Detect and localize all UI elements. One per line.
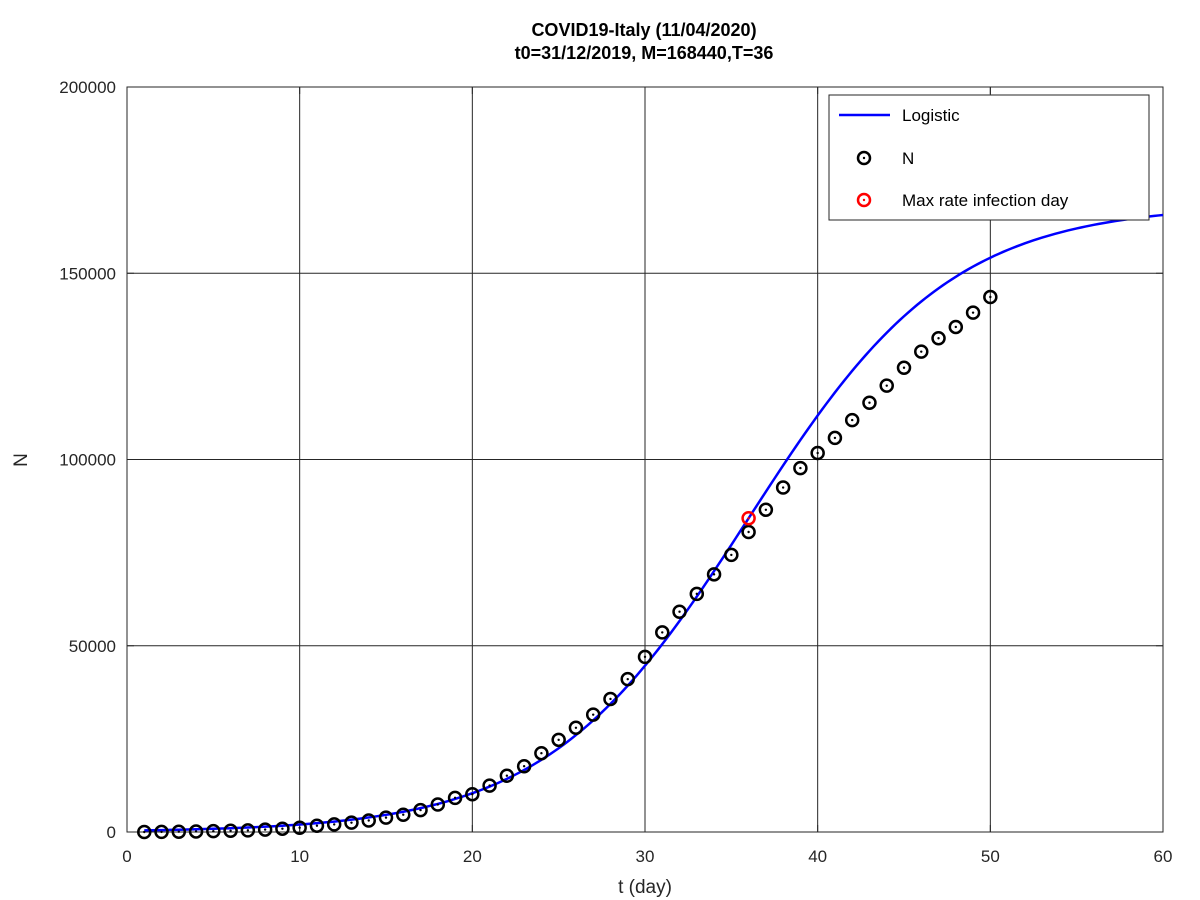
n-point [482,778,497,793]
n-point [655,625,670,640]
n-point [724,547,739,563]
x-axis-label: t (day) [618,877,672,898]
chart-title-line2: t0=31/12/2019, M=168440,T=36 [515,43,774,63]
legend-max-label: Max rate infection day [902,191,1069,210]
n-point [914,344,929,359]
n-point [672,604,687,619]
legend-n-swatch [856,150,872,166]
n-point [275,821,290,836]
n-point [948,319,964,335]
axis-ticks: 0 10 20 30 40 50 60 0 50000 100000 150000 200000 [59,78,1172,866]
n-point [171,824,187,839]
n-point [516,758,532,774]
n-point [551,732,566,748]
n-point [499,768,515,783]
n-point [309,818,325,833]
n-point [154,824,169,840]
x-tick-label: 50 [981,847,1000,866]
n-point [568,720,584,736]
n-point [137,824,152,840]
n-point [257,822,273,837]
legend: Logistic N Max rate infection day [828,94,1150,221]
n-point [447,790,463,806]
legend-n-label: N [902,149,914,168]
n-point [534,745,549,761]
n-series [137,289,998,840]
n-point [361,813,376,828]
max-rate-series [741,511,756,526]
n-point [810,445,825,461]
n-point [862,395,877,410]
chart-title-line1: COVID19-Italy (11/04/2020) [531,20,756,40]
x-tick-label: 30 [636,847,655,866]
logistic-curve [144,213,1164,832]
n-point [741,524,756,540]
n-point [292,820,307,836]
legend-logistic-label: Logistic [902,106,960,125]
n-point [896,360,912,375]
x-tick-label: 10 [290,847,309,866]
logistic-series [144,213,1164,832]
n-point [983,289,998,305]
n-point [206,823,221,839]
n-point [620,671,635,687]
n-point [965,305,981,320]
n-point [637,649,653,665]
x-tick-label: 40 [808,847,827,866]
x-tick-label: 0 [122,847,131,866]
n-point [378,810,394,825]
legend-max-swatch [856,192,872,208]
n-point [844,412,860,428]
y-tick-label: 0 [107,823,116,842]
y-tick-label: 150000 [59,264,116,283]
n-point [430,797,446,812]
n-point [758,502,774,518]
x-tick-label: 60 [1154,847,1173,866]
n-point [240,823,256,838]
n-point [396,807,411,822]
n-point [879,378,894,393]
n-point [689,586,705,602]
y-tick-label: 200000 [59,78,116,97]
x-tick-label: 20 [463,847,482,866]
n-point [465,786,480,802]
y-axis-label: N [11,453,32,467]
n-point [223,823,238,839]
n-point [793,460,808,476]
n-point [326,817,342,832]
max-rate-point [741,511,756,526]
n-point [344,815,359,830]
y-tick-label: 100000 [59,451,116,470]
y-tick-label: 50000 [69,637,116,656]
n-point [603,691,618,707]
n-point [706,567,722,582]
n-point [827,430,843,446]
n-point [188,824,204,839]
n-point [413,802,428,818]
n-point [585,707,601,722]
n-point [775,480,791,495]
n-point [931,331,946,346]
